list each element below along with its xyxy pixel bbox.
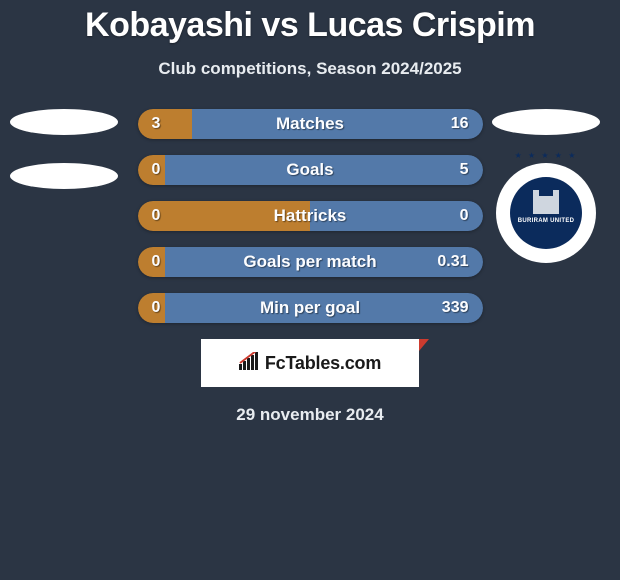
stat-bars: 316Matches 05Goals 00Hattricks 00.31Goals p… — [138, 109, 483, 323]
footer-brand-text: FcTables.com — [265, 353, 381, 374]
bar-chart-icon — [239, 352, 261, 375]
date-line: 29 november 2024 — [0, 405, 620, 425]
club-logo-text: BURIRAM UNITED — [518, 218, 575, 224]
stat-label: Hattricks — [138, 201, 483, 231]
subtitle: Club competitions, Season 2024/2025 — [0, 59, 620, 79]
stat-label: Matches — [138, 109, 483, 139]
club-logo-stars-icon: ★ ★ ★ ★ ★ — [496, 151, 596, 160]
page-title: Kobayashi vs Lucas Crispim — [0, 0, 620, 45]
stat-label: Goals per match — [138, 247, 483, 277]
footer-brand-logo: FcTables.com — [201, 339, 419, 387]
stat-label: Goals — [138, 155, 483, 185]
stat-row: 00.31Goals per match — [138, 247, 483, 277]
castle-icon — [533, 196, 559, 214]
stat-label: Min per goal — [138, 293, 483, 323]
stat-row: 0339Min per goal — [138, 293, 483, 323]
player1-badge-placeholder — [10, 109, 118, 135]
stat-row: 05Goals — [138, 155, 483, 185]
player2-club-logo: ★ ★ ★ ★ ★ BURIRAM UNITED — [496, 163, 596, 263]
comparison-content: ★ ★ ★ ★ ★ BURIRAM UNITED 316Matches 05Goa… — [0, 109, 620, 323]
player1-club-placeholder — [10, 163, 118, 189]
stat-row: 316Matches — [138, 109, 483, 139]
right-player-badges: ★ ★ ★ ★ ★ BURIRAM UNITED — [492, 109, 600, 263]
stat-row: 00Hattricks — [138, 201, 483, 231]
left-player-badges — [10, 109, 118, 217]
club-logo-inner: BURIRAM UNITED — [510, 177, 582, 249]
player2-badge-placeholder — [492, 109, 600, 135]
ribbon-icon — [419, 339, 429, 351]
